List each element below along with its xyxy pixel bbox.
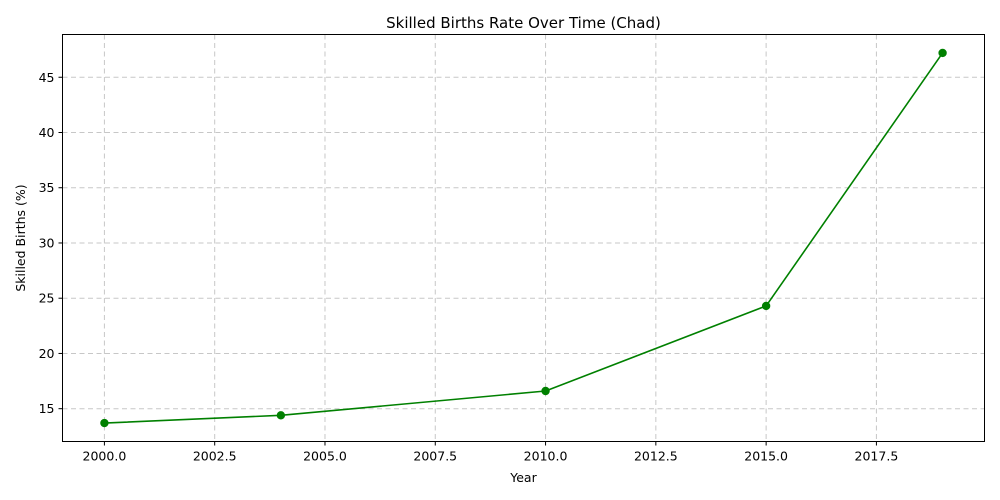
data-point [938, 48, 947, 58]
data-point [100, 418, 109, 428]
y-tick-label: 15 [39, 401, 55, 416]
x-axis-label: Year [509, 470, 537, 485]
axis-ticks: 2000.0 2002.5 2005.0 2007.5 2010.0 2012.5 2015… [39, 70, 899, 464]
y-axis-label: Skilled Births (%) [13, 184, 28, 291]
data-point [541, 386, 550, 396]
chart-title: Skilled Births Rate Over Time (Chad) [386, 14, 661, 32]
y-tick-label: 45 [39, 70, 55, 85]
y-tick-label: 25 [39, 291, 55, 306]
series-layer [100, 48, 947, 428]
x-tick-label: 2010.0 [524, 449, 568, 464]
data-point [761, 301, 771, 311]
y-tick-label: 35 [39, 180, 55, 195]
x-tick-label: 2015.0 [744, 449, 788, 464]
data-point [276, 411, 286, 420]
x-tick-label: 2002.5 [193, 449, 237, 464]
grid [62, 34, 985, 442]
x-tick-label: 2000.0 [83, 449, 127, 464]
y-tick-label: 20 [39, 346, 55, 361]
plot-frame [62, 34, 985, 442]
x-tick-label: 2005.0 [303, 449, 347, 464]
series-line [103, 52, 944, 424]
x-tick-label: 2012.5 [634, 449, 678, 464]
y-tick-label: 40 [39, 125, 55, 140]
y-tick-label: 30 [39, 235, 55, 250]
x-tick-label: 2017.5 [855, 449, 899, 464]
x-tick-label: 2007.5 [413, 449, 457, 464]
